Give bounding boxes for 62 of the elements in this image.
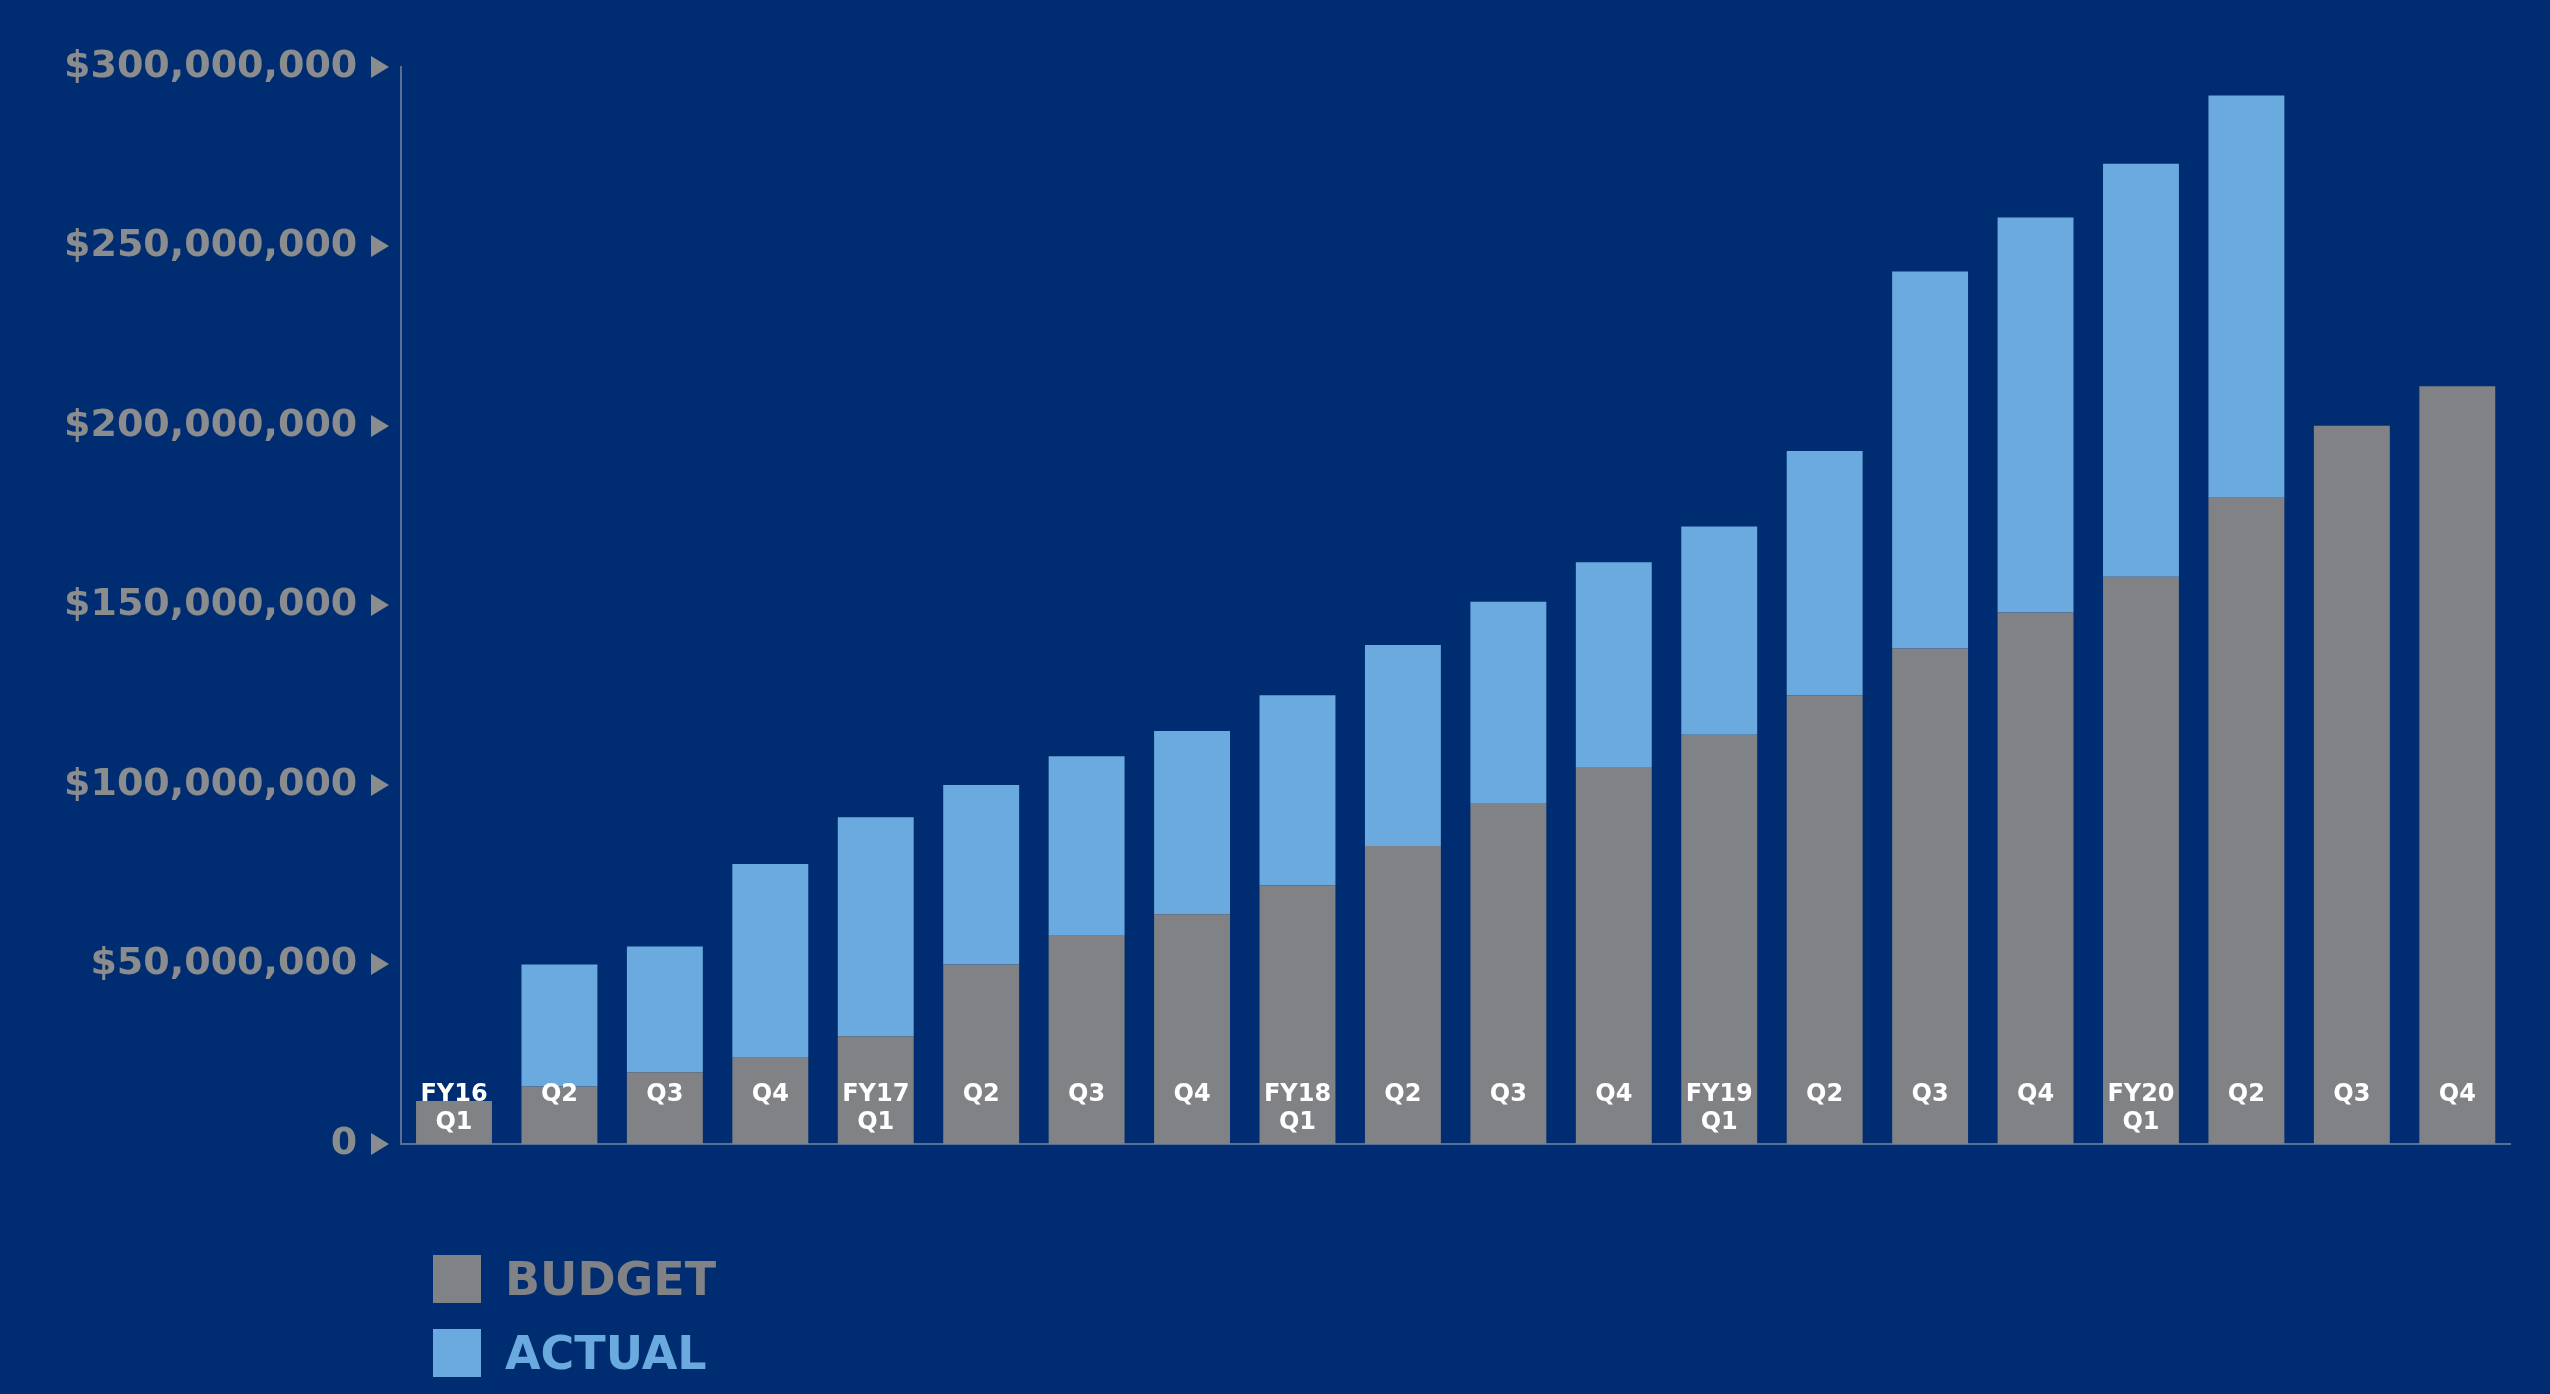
bar — [1154, 731, 1230, 915]
bar — [1470, 601, 1547, 803]
bar — [1681, 734, 1758, 1144]
bar — [1892, 271, 1969, 649]
x-tick-label: Q2 — [1806, 1078, 1844, 1107]
y-tick-label: $50,000,000 — [90, 939, 358, 984]
x-tick-label: Q4 — [1173, 1078, 1211, 1107]
x-tick-label: Q3 — [1911, 1078, 1949, 1107]
x-tick-label: Q2 — [962, 1078, 1000, 1107]
x-tick-label: FY17 Q1 — [842, 1078, 910, 1136]
x-tick-label: Q3 — [646, 1078, 684, 1107]
legend-label: BUDGET — [505, 1252, 717, 1306]
bar — [732, 863, 809, 1058]
bar — [1997, 612, 2074, 1144]
bar — [1364, 644, 1441, 846]
x-tick-label: Q2 — [1384, 1078, 1422, 1107]
bar — [1154, 914, 1230, 1144]
y-tick-label: $300,000,000 — [63, 41, 358, 86]
bar — [626, 1072, 703, 1144]
bar — [1786, 695, 1863, 1144]
y-tick-label: $250,000,000 — [63, 221, 358, 266]
x-tick-label: Q2 — [2227, 1078, 2265, 1107]
bar — [943, 784, 1020, 965]
x-tick-label: FY20 Q1 — [2107, 1078, 2175, 1136]
bar — [1048, 935, 1125, 1144]
bar — [2313, 425, 2390, 1144]
bar — [1364, 845, 1441, 1144]
bar — [1575, 766, 1652, 1144]
x-tick-label: Q3 — [2333, 1078, 2371, 1107]
bar — [1575, 562, 1652, 767]
bar — [1786, 451, 1863, 696]
bar — [2208, 95, 2285, 498]
bar — [732, 1057, 809, 1144]
bar — [2103, 163, 2179, 577]
bar — [2419, 386, 2496, 1144]
y-tick-label: 0 — [330, 1118, 358, 1163]
x-tick-label: Q3 — [1068, 1078, 1106, 1107]
y-tick-label: $100,000,000 — [63, 759, 358, 804]
bar — [1048, 756, 1125, 936]
x-tick-label: FY18 Q1 — [1263, 1078, 1332, 1136]
bar — [943, 964, 1020, 1144]
bar — [1997, 217, 2074, 613]
x-tick-label: Q4 — [2016, 1078, 2055, 1107]
bar — [837, 817, 914, 1037]
bar — [1892, 648, 1969, 1144]
bar — [626, 946, 703, 1073]
x-tick-label: FY16 Q1 — [420, 1078, 488, 1136]
bar — [1259, 695, 1336, 886]
bar — [1470, 802, 1547, 1144]
x-tick-label: Q4 — [1595, 1078, 1633, 1107]
bar — [1681, 526, 1758, 735]
legend-label: ACTUAL — [505, 1326, 707, 1380]
bar — [1259, 885, 1336, 1144]
x-tick-label: Q4 — [2438, 1078, 2476, 1107]
y-tick-label: $150,000,000 — [63, 580, 358, 625]
x-tick-label: Q3 — [1489, 1078, 1527, 1107]
x-tick-label: FY19 Q1 — [1685, 1078, 1753, 1136]
y-tick-label: $200,000,000 — [63, 400, 358, 445]
bar — [2208, 497, 2285, 1144]
x-tick-label: Q4 — [751, 1078, 789, 1107]
x-tick-label: Q2 — [540, 1078, 578, 1107]
bar — [2103, 576, 2179, 1144]
